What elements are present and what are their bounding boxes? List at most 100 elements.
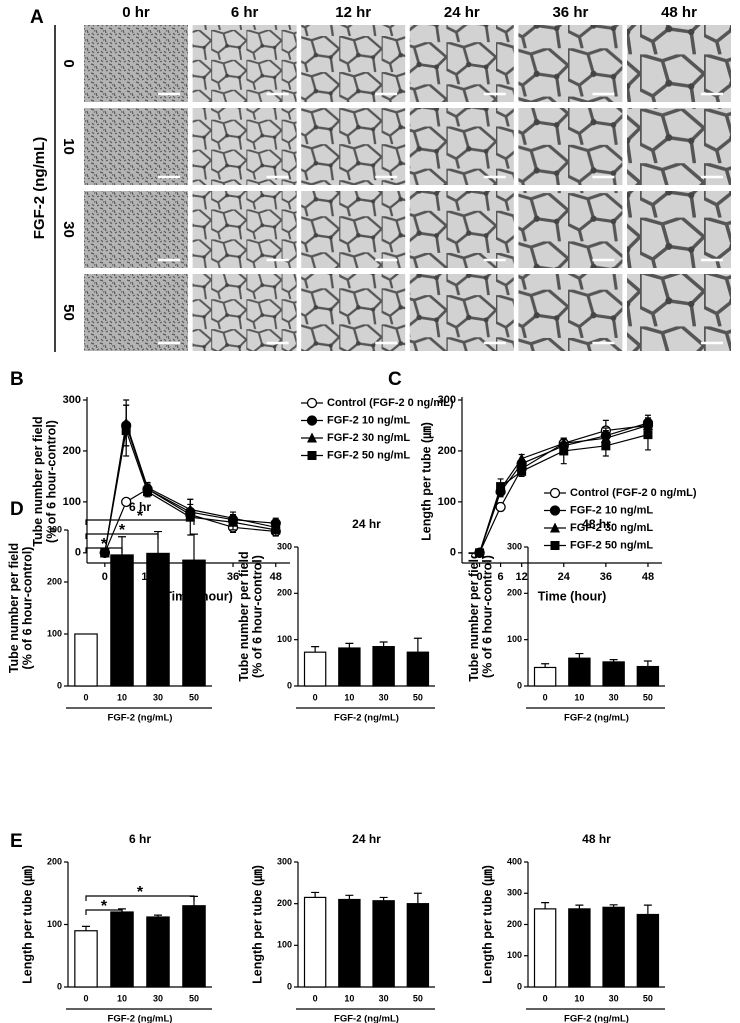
y-tick-label: 300: [277, 856, 292, 866]
legend-label: FGF-2 30 ng/mL: [570, 522, 653, 534]
x-axis-label: FGF-2 (ng/mL): [108, 713, 173, 724]
bar: [568, 657, 591, 687]
error-bar: [311, 891, 320, 898]
marker: [100, 548, 110, 558]
micrograph: [84, 274, 188, 351]
micrograph: [192, 108, 297, 185]
bar: [372, 900, 395, 988]
x-axis-label: FGF-2 (ng/mL): [108, 1014, 173, 1023]
y-tick-label: 200: [277, 898, 292, 908]
micrograph: [518, 25, 623, 102]
legend-label: Control (FGF-2 0 ng/mL): [570, 487, 697, 499]
y-tick-label: 0: [57, 680, 62, 690]
error-bar: [575, 652, 584, 659]
chart-title: 24 hr: [352, 832, 381, 846]
marker: [306, 415, 318, 426]
marker: [143, 487, 153, 497]
column-header: 6 hr: [231, 4, 259, 21]
bar: [110, 911, 134, 988]
legend-label: Control (FGF-2 0 ng/mL): [327, 397, 454, 409]
x-tick-label: 30: [379, 692, 389, 702]
row-label: 10: [60, 138, 77, 155]
y-axis-label: Tube number per field: [31, 416, 45, 546]
x-tick-label: 36: [600, 571, 612, 583]
significance-bracket: [85, 519, 195, 525]
micrograph: [301, 108, 406, 185]
marker: [307, 451, 317, 460]
column-header: 24 hr: [444, 4, 480, 21]
bar: [146, 916, 170, 988]
x-tick-label: 10: [117, 993, 127, 1003]
x-tick-label: 48: [642, 571, 654, 583]
marker: [559, 446, 569, 456]
y-axis-label: Tube number per field: [7, 543, 21, 673]
y-axis-label: Tube number per field: [467, 551, 481, 681]
bar: [74, 930, 98, 988]
x-tick-label: 50: [643, 692, 653, 702]
bar: [338, 647, 361, 687]
bar: [338, 898, 361, 988]
significance-bracket: [85, 895, 195, 901]
y-tick-label: 400: [507, 856, 522, 866]
error-bar: [575, 904, 584, 909]
x-tick-label: 0: [83, 993, 88, 1003]
x-tick-label: 30: [379, 993, 389, 1003]
y-tick-label: 100: [47, 628, 62, 638]
y-tick-label: 0: [517, 981, 522, 991]
chart-title: 48 hr: [582, 517, 611, 531]
micrograph: [518, 274, 623, 351]
marker: [306, 397, 318, 409]
row-label: 30: [60, 221, 77, 238]
bar: [146, 552, 170, 687]
chart-title: 6 hr: [129, 832, 151, 846]
series-line: [104, 422, 276, 553]
series-line: [104, 488, 276, 554]
x-axis-label: FGF-2 (ng/mL): [564, 713, 629, 724]
column-header: 0 hr: [122, 4, 150, 21]
micrograph: [518, 191, 623, 268]
marker: [496, 482, 506, 492]
panel-label: A: [30, 7, 44, 28]
x-tick-label: 0: [102, 571, 108, 583]
y-tick-label: 0: [517, 680, 522, 690]
error-bar: [541, 902, 550, 909]
micrograph: [301, 191, 406, 268]
marker: [307, 432, 317, 443]
bar: [182, 559, 206, 687]
marker: [601, 441, 611, 451]
panel-label: C: [388, 369, 402, 390]
micrograph: [627, 108, 731, 185]
panel-label: B: [10, 369, 24, 390]
series-line: [478, 422, 649, 554]
x-tick-label: 0: [543, 692, 548, 702]
marker: [121, 496, 132, 508]
bar: [372, 646, 395, 687]
x-tick-label: 10: [344, 692, 354, 702]
bar: [406, 903, 430, 988]
y-axis-label: (% of 6 hour-control): [250, 555, 264, 678]
significance-label: *: [119, 522, 126, 539]
series-line: [104, 428, 276, 553]
chart-title: 6 hr: [129, 500, 151, 514]
significance-label: *: [137, 884, 144, 901]
micrograph: [627, 191, 731, 268]
y-tick-label: 200: [507, 919, 522, 929]
x-tick-label: 6: [498, 571, 504, 583]
y-axis-label: Length per tube (㎛): [480, 865, 494, 984]
y-axis-label: Tube number per field: [237, 551, 251, 681]
bar: [533, 666, 557, 687]
marker: [550, 541, 560, 550]
error-bar: [190, 533, 198, 561]
micrograph: [192, 25, 297, 102]
y-tick-label: 300: [507, 888, 522, 898]
x-tick-label: 24: [558, 571, 571, 583]
marker: [549, 487, 561, 499]
legend-label: FGF-2 50 ng/mL: [570, 539, 653, 551]
bar: [636, 913, 660, 988]
bar: [303, 896, 327, 988]
x-tick-label: 0: [313, 993, 318, 1003]
bar: [406, 651, 430, 687]
micrograph: [301, 25, 406, 102]
y-tick-label: 300: [277, 541, 292, 551]
